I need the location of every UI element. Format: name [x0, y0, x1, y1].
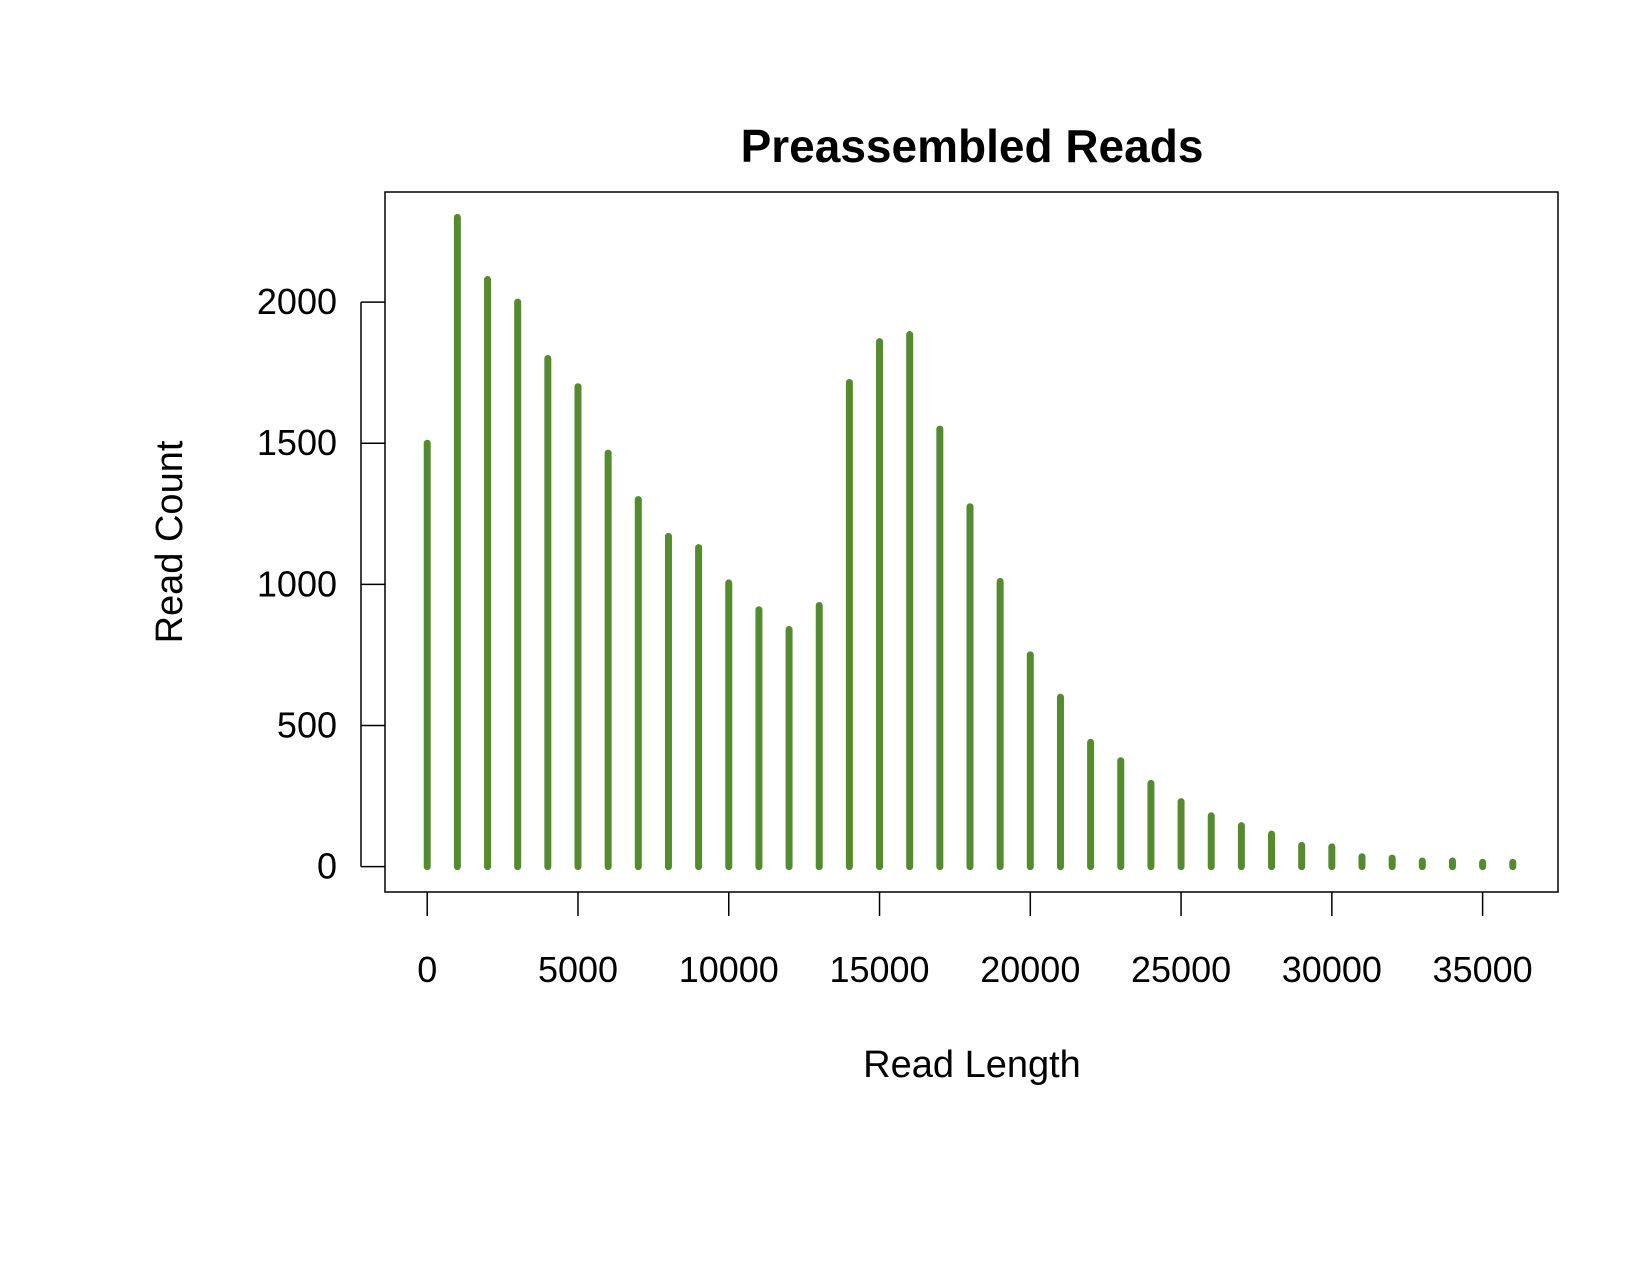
- bars: [423, 213, 1517, 871]
- y-tick-label: 1500: [257, 422, 337, 463]
- x-axis: 0 5000 10000 15000 20000 25000 30000 35000: [417, 892, 1533, 990]
- x-tick-label: 5000: [538, 949, 618, 990]
- x-tick-label: 15000: [829, 949, 929, 990]
- x-tick-label: 35000: [1433, 949, 1533, 990]
- y-axis: 0 500 1000 1500 2000: [257, 281, 385, 887]
- x-tick-label: 30000: [1282, 949, 1382, 990]
- x-tick-label: 25000: [1131, 949, 1231, 990]
- x-tick-label: 0: [417, 949, 437, 990]
- plot-frame: [384, 191, 1559, 893]
- y-tick-label: 1000: [257, 563, 337, 604]
- x-axis-label: Read Length: [863, 1044, 1081, 1086]
- y-tick-label: 2000: [257, 281, 337, 322]
- chart-title: Preassembled Reads: [741, 120, 1204, 172]
- x-tick-label: 10000: [679, 949, 779, 990]
- y-tick-label: 0: [317, 846, 337, 887]
- y-axis-label: Read Count: [149, 440, 191, 643]
- y-tick-label: 500: [277, 704, 337, 745]
- x-tick-label: 20000: [980, 949, 1080, 990]
